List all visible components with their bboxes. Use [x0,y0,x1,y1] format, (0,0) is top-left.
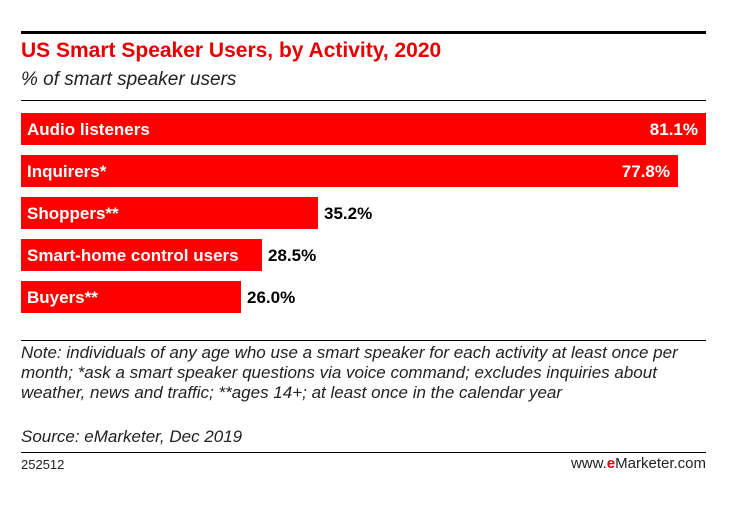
category-label-3: Smart-home control users [27,246,239,265]
bar-3 [21,239,262,271]
category-label-1: Inquirers* [27,162,107,181]
value-label-1: 77.8% [622,162,670,181]
bar-1 [21,155,678,187]
value-label-3: 28.5% [268,246,316,265]
note-rule [21,340,706,341]
brand-link[interactable]: www.eMarketer.com [571,455,706,472]
category-label-4: Buyers** [27,288,98,307]
value-label-4: 26.0% [247,288,295,307]
bar-0 [21,113,706,145]
chart-subtitle: % of smart speaker users [21,69,237,90]
bar-2 [21,197,318,229]
bar-4 [21,281,241,313]
bottom-rule [21,452,706,453]
brand-e: e [606,455,616,472]
top-rule [21,31,706,34]
category-label-0: Audio listeners [27,120,150,139]
bar-chart: 81.1% Audio listeners 77.8% Inquirers* 35.2%… [21,113,706,313]
chart-id: 252512 [21,457,65,472]
brand-prefix: www. [570,455,607,472]
value-label-0: 81.1% [650,120,698,139]
chart-source: Source: eMarketer, Dec 2019 [21,427,243,446]
value-label-2: 35.2% [324,204,372,223]
category-label-2: Shoppers** [27,204,119,223]
brand-rest: Marketer.com [615,455,706,472]
header-rule [21,100,706,101]
chart-title: US Smart Speaker Users, by Activity, 202… [21,39,442,62]
chart-note: Note: individuals of any age who use a s… [21,343,678,402]
chart-card: US Smart Speaker Users, by Activity, 202… [21,31,706,481]
